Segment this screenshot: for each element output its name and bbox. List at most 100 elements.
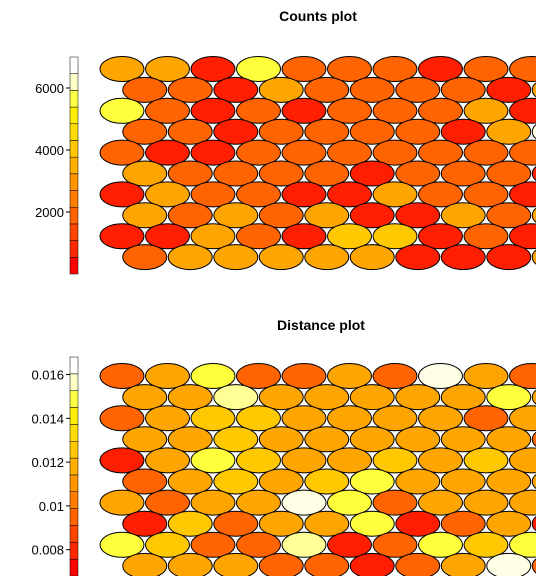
distance-cell [100,406,144,431]
distance-cell [100,532,144,557]
distance-colorbar-swatch [70,458,78,475]
distance-cell [328,448,372,473]
distance-colorbar-swatch [70,424,78,441]
distance-cell [464,490,508,515]
distance-cell [441,385,485,410]
distance-colorbar-swatch [70,492,78,509]
distance-cell [168,385,212,410]
distance-colorbar-tick-label: 0.008 [31,543,64,558]
distance-cell [373,406,417,431]
distance-cell [350,553,394,576]
counts-colorbar-swatch [70,57,78,74]
distance-cell [237,532,281,557]
distance-cell [237,364,281,389]
distance-cell [305,511,349,536]
distance-cell [191,532,235,557]
counts-cell [396,245,440,270]
distance-cell [419,532,463,557]
distance-cell [487,427,531,452]
counts-cell [487,245,531,270]
counts-colorbar-tick-label: 4000 [35,143,64,158]
counts-cell [259,245,303,270]
distance-cell [396,427,440,452]
distance-cell [350,469,394,494]
distance-cell [464,364,508,389]
distance-cell [237,406,281,431]
distance-cell [100,490,144,515]
counts-colorbar-swatch [70,207,78,224]
distance-cell [100,364,144,389]
counts-colorbar-swatch [70,124,78,141]
distance-cell [168,511,212,536]
distance-colorbar-tick-label: 0.016 [31,368,64,383]
distance-cell [373,490,417,515]
distance-cell [168,553,212,576]
distance-cell [259,511,303,536]
distance-colorbar-swatch [70,559,78,576]
counts-cell [168,245,212,270]
distance-cell [259,427,303,452]
counts-colorbar-swatch [70,90,78,107]
distance-cell [396,511,440,536]
counts-colorbar-swatch [70,224,78,241]
distance-cell [396,385,440,410]
distance-cell [259,385,303,410]
distance-cell [191,364,235,389]
distance-cell [237,490,281,515]
distance-cell [123,553,167,576]
distance-cell [168,427,212,452]
distance-cell [305,553,349,576]
distance-cell [214,511,258,536]
distance-cell [373,364,417,389]
distance-colorbar-swatch [70,441,78,458]
distance-colorbar-tick-label: 0.014 [31,411,64,426]
distance-colorbar-swatch [70,509,78,526]
distance-colorbar-tick-label: 0.012 [31,455,64,470]
distance-cell [146,448,190,473]
distance-cell [419,406,463,431]
distance-cell [123,385,167,410]
distance-colorbar-swatch [70,391,78,408]
distance-colorbar-swatch [70,525,78,542]
distance-cell [396,553,440,576]
distance-cell [168,469,212,494]
distance-cell [259,469,303,494]
distance-cell [350,511,394,536]
distance-cell [123,469,167,494]
distance-cell [191,490,235,515]
distance-cell [305,385,349,410]
distance-cell [282,406,326,431]
distance-cell [487,511,531,536]
distance-colorbar-swatch [70,357,78,374]
distance-cell [487,385,531,410]
counts-cell [350,245,394,270]
distance-cell [328,364,372,389]
distance-cell [282,490,326,515]
distance-cell [191,448,235,473]
distance-cell [146,532,190,557]
counts-colorbar-tick-label: 2000 [35,205,64,220]
distance-colorbar-swatch [70,475,78,492]
distance-cell [464,532,508,557]
distance-cell [123,511,167,536]
distance-cell [305,469,349,494]
distance-cell [419,364,463,389]
counts-cell [214,245,258,270]
distance-cell [214,385,258,410]
distance-cell [146,490,190,515]
counts-cell [123,245,167,270]
distance-cell [146,364,190,389]
distance-title: Distance plot [277,317,365,333]
distance-cell [396,469,440,494]
counts-cell [441,245,485,270]
distance-cell [282,448,326,473]
distance-colorbar-swatch [70,542,78,559]
counts-colorbar-swatch [70,74,78,91]
distance-cell [441,553,485,576]
distance-cell [419,490,463,515]
